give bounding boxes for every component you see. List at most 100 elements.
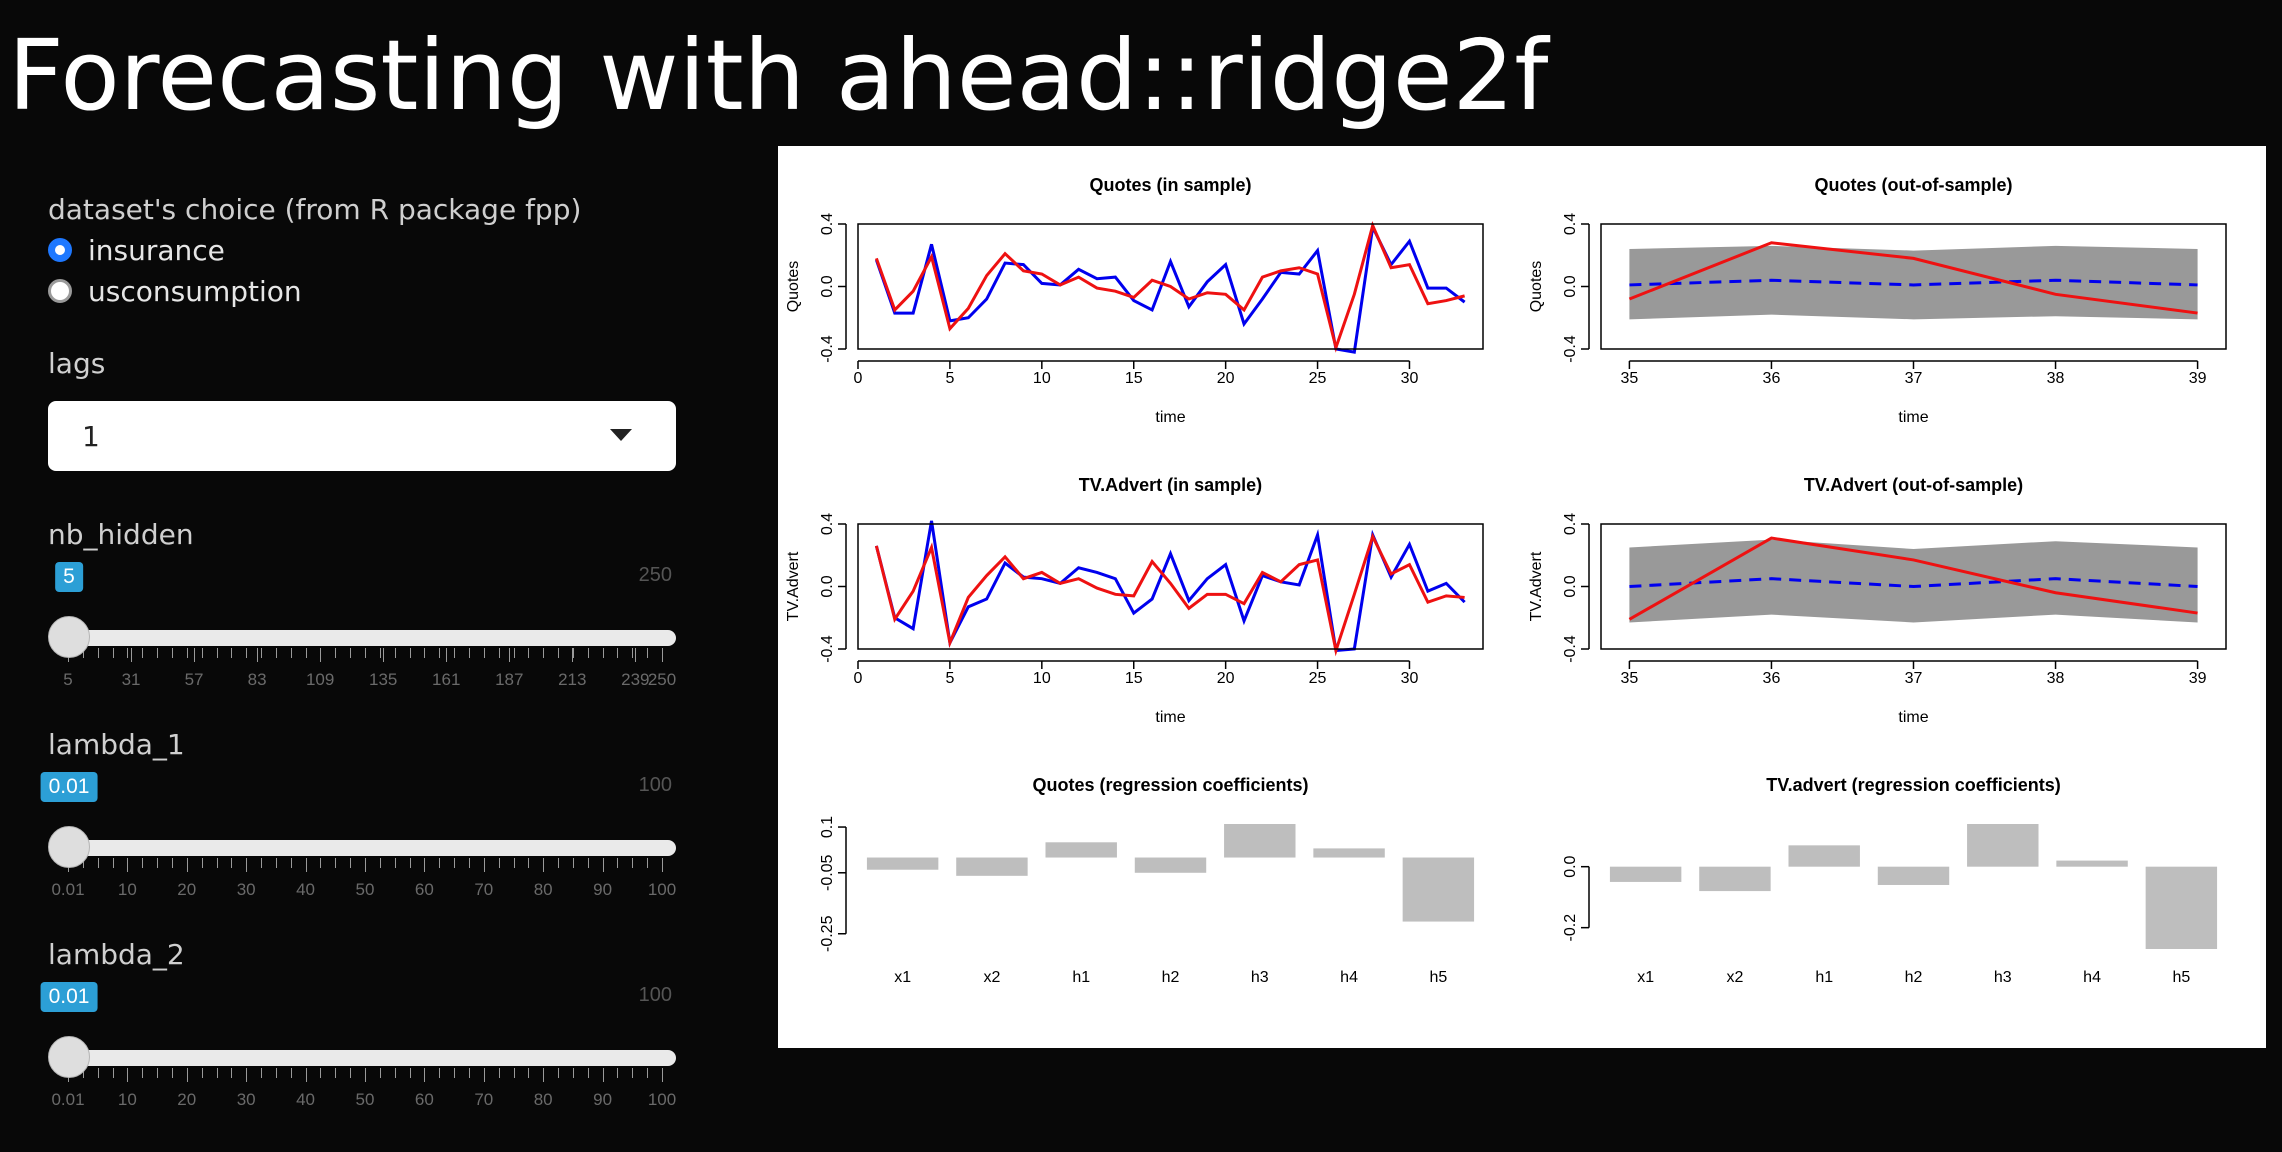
- slider-major-tick: [257, 648, 259, 662]
- y-tick-label: -0.4: [819, 635, 836, 663]
- slider-tick: [602, 648, 604, 658]
- radio-label: usconsumption: [88, 274, 302, 308]
- x-tick-label: 20: [1217, 370, 1235, 387]
- y-tick-label: -0.2: [1562, 914, 1579, 942]
- slider-tick: [335, 1068, 337, 1078]
- radio-insurance[interactable]: insurance: [48, 232, 225, 268]
- slider-major-tick: [364, 858, 366, 872]
- x-tick-label: 30: [1401, 370, 1419, 387]
- slider-ticks: [68, 648, 663, 668]
- chevron-down-icon[interactable]: [610, 429, 632, 441]
- slider-tick: [439, 1068, 441, 1078]
- slider-tick-label: 0.01: [51, 880, 85, 899]
- slider-ticks: [68, 1068, 663, 1088]
- slider-track[interactable]: [68, 840, 676, 856]
- y-tick-label: 0.0: [1562, 275, 1579, 297]
- slider-tick-label: 57: [184, 670, 204, 689]
- x-tick-label: 0: [854, 370, 863, 387]
- slider-tick: [394, 648, 396, 658]
- series-line-red: [1628, 536, 2198, 621]
- lambda-2-slider[interactable]: 100 0.01 10 20 30 40 50 60 70 80 90 100 0.01: [40, 982, 676, 1122]
- slider-tick: [216, 648, 218, 658]
- slider-tick: [216, 858, 218, 868]
- bar-category-label: h5: [2172, 969, 2190, 986]
- slider-tick-label: 80: [533, 1090, 553, 1109]
- slider-tick: [231, 648, 233, 658]
- x-tick-label: 38: [2047, 670, 2065, 687]
- slider-tick: [379, 648, 381, 658]
- x-tick-label: 35: [1621, 370, 1639, 387]
- x-tick-label: 35: [1621, 670, 1639, 687]
- chart-title: TV.Advert (in sample): [1079, 475, 1262, 495]
- bar-category-label: h2: [1905, 969, 1923, 986]
- slider-tick: [513, 1068, 515, 1078]
- slider-tick: [454, 1068, 456, 1078]
- x-tick-label: 39: [2189, 370, 2207, 387]
- slider-tick: [290, 1068, 292, 1078]
- radio-unselected-icon[interactable]: [48, 279, 72, 303]
- slider-tick: [82, 858, 84, 868]
- y-axis-label: TV.Advert: [785, 551, 802, 621]
- slider-tick: [439, 648, 441, 658]
- radio-selected-icon[interactable]: [48, 238, 72, 262]
- dataset-label: dataset's choice (from R package fpp): [48, 193, 582, 226]
- slider-tick-label: 0.01: [51, 1090, 85, 1109]
- nb-hidden-label: nb_hidden: [48, 518, 194, 551]
- y-tick-label: 0.4: [819, 513, 836, 535]
- slider-major-tick: [127, 1068, 129, 1082]
- nb-hidden-slider[interactable]: 250 5 31 57 83 109 135 161 187 213 239 250 5: [48, 562, 676, 702]
- lags-select[interactable]: 1: [48, 401, 676, 471]
- bar-category-label: x1: [894, 969, 911, 986]
- bar: [1699, 866, 1771, 892]
- slider-track[interactable]: [68, 1050, 676, 1066]
- y-tick-label: 0.0: [1562, 855, 1579, 877]
- slider-tick: [572, 648, 574, 658]
- slider-tick: [290, 858, 292, 868]
- slider-tick: [632, 858, 634, 868]
- slider-tick: [97, 648, 99, 658]
- x-tick-label: 36: [1763, 670, 1781, 687]
- slider-tick-label: 187: [495, 670, 524, 689]
- slider-tick-labels: 5 31 57 83 109 135 161 187 213 239 250: [63, 670, 676, 694]
- slider-tick: [365, 648, 366, 658]
- bar-category-label: h2: [1162, 969, 1180, 986]
- bar: [956, 857, 1028, 876]
- plot-frame: [857, 223, 1484, 350]
- slider-track[interactable]: [68, 630, 676, 646]
- slider-tick: [498, 648, 500, 658]
- radio-label: insurance: [88, 233, 225, 267]
- slider-handle[interactable]: [48, 616, 90, 658]
- slider-handle[interactable]: [48, 826, 90, 868]
- lambda-1-slider[interactable]: 100 0.01 10 20 30 40 50 60 70 80 90 100 0.01: [40, 772, 676, 912]
- slider-tick: [112, 1068, 114, 1078]
- slider-tick: [454, 648, 456, 658]
- y-tick-label: 0.4: [819, 213, 836, 235]
- slider-major-tick: [662, 648, 663, 662]
- slider-tick: [261, 1068, 263, 1078]
- slider-handle[interactable]: [48, 1036, 90, 1078]
- slider-tick-label: 20: [177, 1090, 197, 1109]
- radio-usconsumption[interactable]: usconsumption: [48, 273, 302, 309]
- x-tick-label: 15: [1125, 670, 1143, 687]
- y-tick-label: -0.4: [1562, 335, 1579, 363]
- x-tick-label: 0: [854, 670, 863, 687]
- y-axis-label: Quotes: [785, 261, 802, 313]
- y-tick-label: -0.4: [819, 335, 836, 363]
- bar-category-label: h1: [1815, 969, 1833, 986]
- slider-tick: [632, 648, 634, 658]
- slider-tick: [528, 648, 530, 658]
- slider-tick: [350, 1068, 352, 1078]
- series-line-red: [1628, 241, 2198, 315]
- plot-canvas: Quotes (in sample) 0 5 10 15 20 25 30 time -0.4 0.…: [785, 175, 2227, 986]
- y-axis-label: Quotes: [1528, 261, 1545, 313]
- slider-tick-label: 161: [432, 670, 461, 689]
- slider-major-tick: [246, 858, 248, 872]
- bar-category-label: h4: [1340, 969, 1358, 986]
- slider-tick: [424, 648, 426, 658]
- slider-major-tick: [424, 1068, 426, 1082]
- slider-max-label: 250: [638, 564, 672, 586]
- bar-category-label: x1: [1637, 969, 1654, 986]
- slider-value-badge: 0.01: [40, 772, 98, 802]
- slider-tick: [157, 858, 159, 868]
- slider-tick-label: 109: [305, 670, 335, 689]
